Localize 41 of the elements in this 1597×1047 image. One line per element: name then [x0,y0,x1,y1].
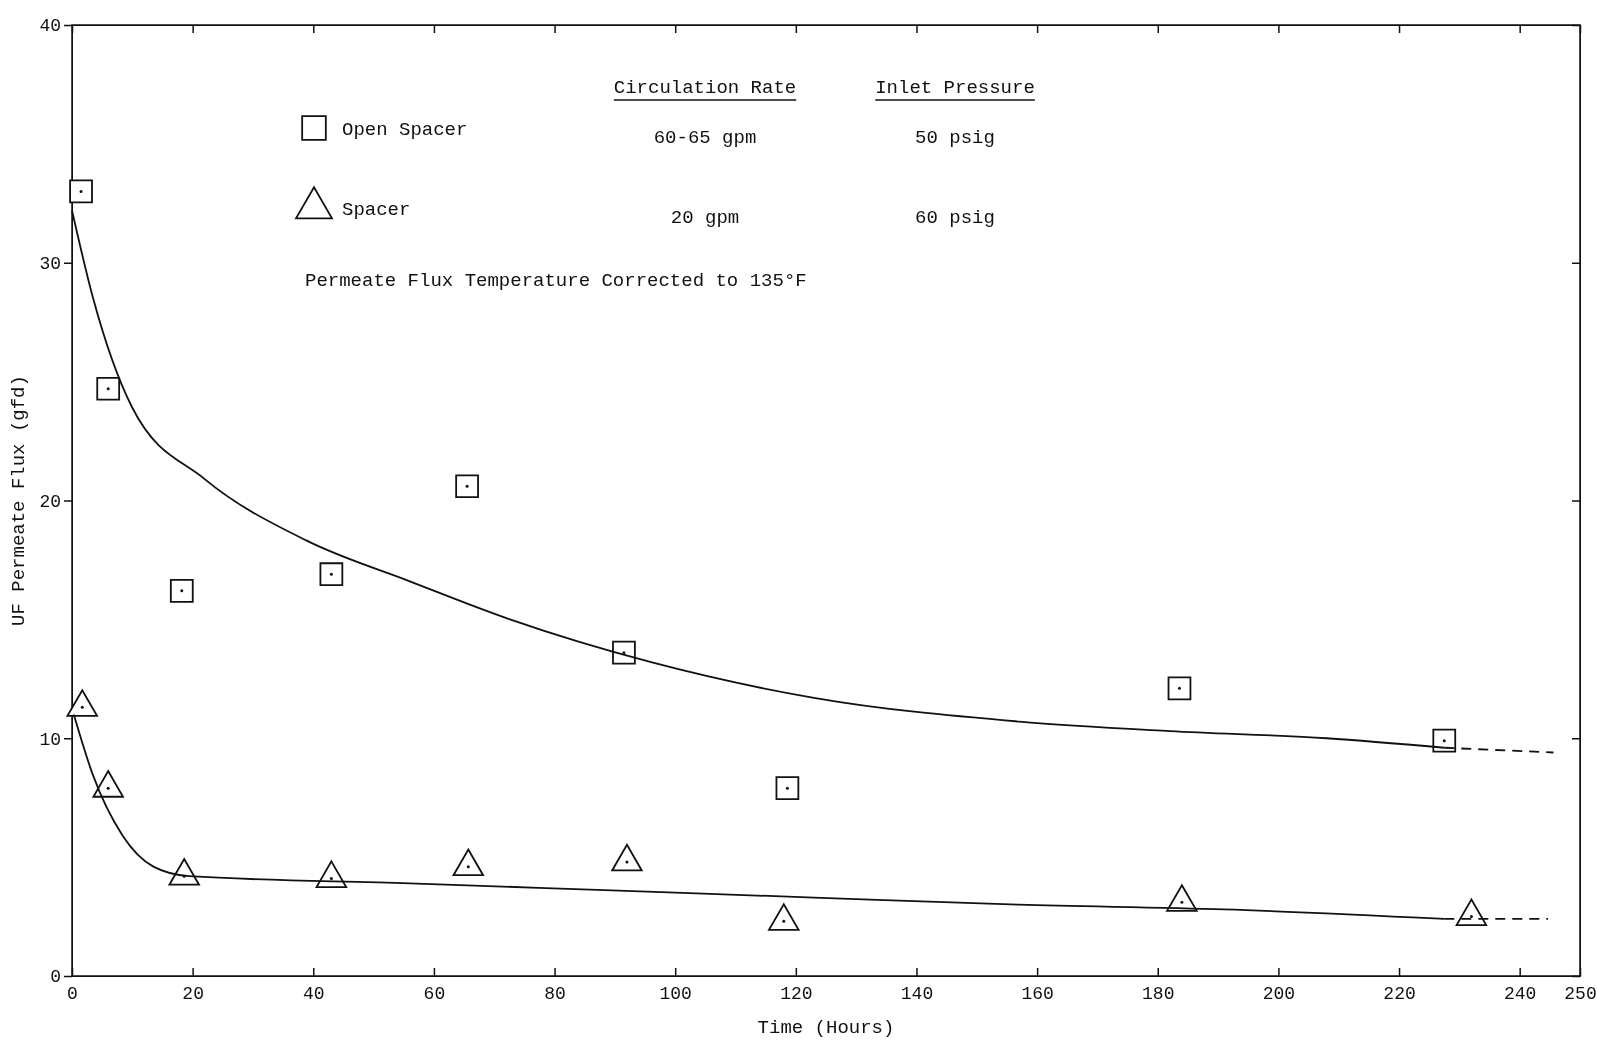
x-tick-label: 160 [1021,983,1054,1004]
point [92,770,124,798]
annotation: Permeate Flux Temperature Corrected to 135°F [305,270,807,292]
point [169,578,194,603]
x-tick-label: 180 [1142,983,1175,1004]
x-tick-label: 100 [659,983,692,1004]
y-axis-title: UF Permeate Flux (gfd) [8,375,30,626]
x-tick-label: 140 [900,983,934,1004]
point [768,903,800,931]
legend-label: Open Spacer [342,119,468,141]
x-tick-label: 250 [1564,983,1597,1004]
y-tick-label: 10 [39,729,61,750]
y-tick-label: 30 [39,254,61,275]
x-tick-label: 240 [1503,983,1537,1004]
y-tick-label: 40 [39,16,61,37]
point [168,858,200,886]
annotation: 50 psig [915,127,995,149]
x-tick-label: 80 [544,983,566,1004]
point [319,562,344,587]
point [1455,898,1488,927]
x-tick-label: 0 [67,983,78,1004]
annotation: Circulation Rate [613,77,797,99]
annotation: 60 psig [915,207,995,229]
point [611,843,643,872]
x-tick-label: 60 [423,983,446,1004]
point [96,376,121,401]
x-tick-label: 220 [1383,983,1416,1004]
x-tick-label: 40 [302,983,325,1004]
annotation: 20 gpm [670,207,740,229]
point [452,848,485,877]
point [612,640,636,665]
point [455,474,479,499]
x-tick-label: 20 [182,983,204,1004]
annotation: Inlet Pressure [875,77,1035,99]
y-tick-label: 0 [50,967,61,988]
legend-label: Spacer [342,199,411,221]
y-tick-label: 20 [39,491,61,512]
annotation: 60-65 gpm [653,127,757,149]
x-axis-title: Time (Hours) [757,1017,895,1039]
x-tick-label: 200 [1262,983,1296,1004]
x-tick-label: 120 [780,983,813,1004]
